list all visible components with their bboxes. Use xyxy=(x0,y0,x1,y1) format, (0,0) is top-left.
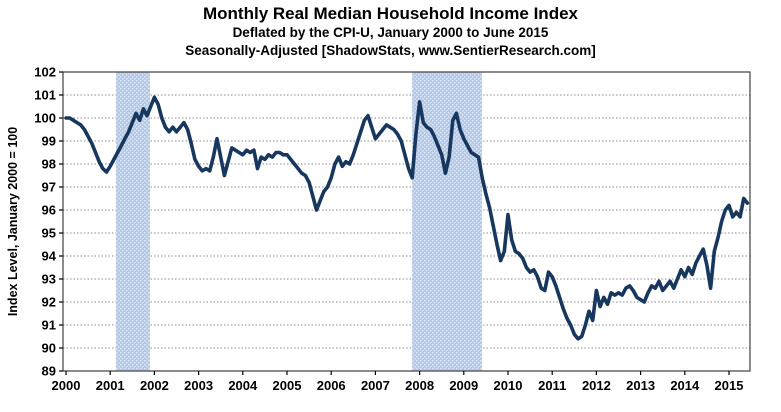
y-tick-label: 98 xyxy=(42,157,56,172)
x-tick-label: 2007 xyxy=(361,378,390,393)
y-tick-label: 95 xyxy=(42,226,56,241)
y-tick-label: 101 xyxy=(34,88,56,103)
y-tick-label: 102 xyxy=(34,65,56,80)
chart-subtitle-source: Seasonally-Adjusted [ShadowStats, www.Se… xyxy=(185,43,596,58)
x-tick-label: 2013 xyxy=(626,378,655,393)
x-tick-label: 2000 xyxy=(52,378,81,393)
y-tick-label: 90 xyxy=(42,341,56,356)
x-tick-label: 2011 xyxy=(538,378,566,393)
x-tick-label: 2004 xyxy=(228,378,258,393)
x-tick-label: 2014 xyxy=(670,378,700,393)
y-axis-title: Index Level, January 2000 = 100 xyxy=(6,127,20,316)
y-tick-label: 99 xyxy=(42,134,56,149)
x-tick-label: 2010 xyxy=(494,378,523,393)
x-tick-label: 2008 xyxy=(405,378,434,393)
x-tick-label: 2015 xyxy=(715,378,744,393)
chart-title: Monthly Real Median Household Income Ind… xyxy=(203,4,578,23)
x-tick-label: 2005 xyxy=(273,378,302,393)
y-tick-label: 96 xyxy=(42,203,56,218)
y-tick-label: 89 xyxy=(42,364,56,379)
y-tick-label: 91 xyxy=(42,318,56,333)
x-tick-label: 2006 xyxy=(317,378,346,393)
y-tick-label: 94 xyxy=(42,249,57,264)
x-tick-label: 2002 xyxy=(140,378,169,393)
x-tick-label: 2009 xyxy=(449,378,478,393)
y-tick-label: 100 xyxy=(34,111,56,126)
x-tick-label: 2003 xyxy=(184,378,213,393)
income-line-series xyxy=(64,95,750,341)
chart-subtitle-deflator: Deflated by the CPI-U, January 2000 to J… xyxy=(232,25,549,40)
y-tick-label: 97 xyxy=(42,180,56,195)
y-tick-label: 93 xyxy=(42,272,56,287)
plot-border xyxy=(62,71,751,372)
y-tick-label: 92 xyxy=(42,295,56,310)
x-tick-label: 2012 xyxy=(582,378,611,393)
chart-header: Monthly Real Median Household Income Ind… xyxy=(0,2,781,60)
x-tick-label: 2001 xyxy=(96,378,125,393)
